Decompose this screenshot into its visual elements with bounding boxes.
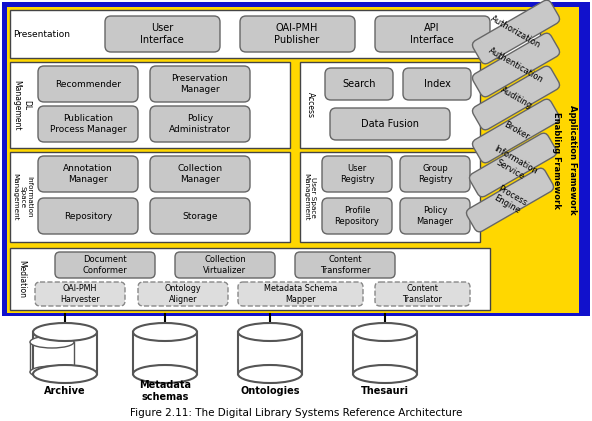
FancyBboxPatch shape bbox=[472, 33, 559, 97]
Bar bbox=[133, 332, 197, 374]
FancyBboxPatch shape bbox=[472, 99, 559, 163]
FancyBboxPatch shape bbox=[150, 156, 250, 192]
Text: Ontology
Aligner: Ontology Aligner bbox=[165, 284, 201, 304]
Bar bbox=[2, 2, 590, 316]
Bar bbox=[7, 7, 579, 313]
Text: Data Fusion: Data Fusion bbox=[361, 119, 419, 129]
Bar bbox=[300, 152, 480, 242]
Ellipse shape bbox=[353, 323, 417, 341]
Text: Repository: Repository bbox=[64, 211, 112, 221]
Text: Policy
Administrator: Policy Administrator bbox=[169, 114, 231, 134]
FancyBboxPatch shape bbox=[403, 68, 471, 100]
Bar bbox=[30, 342, 74, 372]
FancyBboxPatch shape bbox=[150, 66, 250, 102]
Bar bbox=[238, 332, 302, 374]
FancyBboxPatch shape bbox=[55, 252, 155, 278]
FancyBboxPatch shape bbox=[38, 66, 138, 102]
Ellipse shape bbox=[33, 323, 97, 341]
Text: Process
Engine: Process Engine bbox=[491, 184, 529, 216]
FancyBboxPatch shape bbox=[38, 198, 138, 234]
Text: Authentication: Authentication bbox=[487, 45, 545, 84]
Ellipse shape bbox=[353, 365, 417, 383]
Text: Profile
Repository: Profile Repository bbox=[334, 206, 379, 226]
FancyBboxPatch shape bbox=[38, 156, 138, 192]
Text: Metadata Schema
Mapper: Metadata Schema Mapper bbox=[264, 284, 337, 304]
Text: User Space
Management: User Space Management bbox=[304, 173, 317, 221]
Ellipse shape bbox=[238, 365, 302, 383]
Bar bbox=[353, 332, 417, 374]
Ellipse shape bbox=[133, 323, 197, 341]
Bar bbox=[10, 152, 290, 242]
Text: DL
Management: DL Management bbox=[12, 80, 32, 130]
Text: OAI-PMH
Harvester: OAI-PMH Harvester bbox=[60, 284, 100, 304]
FancyBboxPatch shape bbox=[38, 106, 138, 142]
Text: Annotation
Manager: Annotation Manager bbox=[63, 164, 113, 184]
Ellipse shape bbox=[238, 323, 302, 341]
FancyBboxPatch shape bbox=[322, 198, 392, 234]
Text: Thesauri: Thesauri bbox=[361, 386, 409, 396]
FancyBboxPatch shape bbox=[150, 106, 250, 142]
FancyBboxPatch shape bbox=[466, 168, 554, 232]
Text: Presentation: Presentation bbox=[13, 29, 70, 38]
FancyBboxPatch shape bbox=[35, 282, 125, 306]
Text: Collection
Virtualizer: Collection Virtualizer bbox=[204, 255, 246, 274]
FancyBboxPatch shape bbox=[400, 198, 470, 234]
FancyBboxPatch shape bbox=[322, 156, 392, 192]
Ellipse shape bbox=[33, 365, 97, 383]
Text: Information
Service: Information Service bbox=[487, 144, 539, 186]
Text: Policy
Manager: Policy Manager bbox=[417, 206, 453, 226]
FancyBboxPatch shape bbox=[330, 108, 450, 140]
Text: Preservation
Manager: Preservation Manager bbox=[172, 74, 229, 94]
Text: User
Registry: User Registry bbox=[340, 164, 374, 184]
Text: Enabling Framework: Enabling Framework bbox=[552, 112, 561, 208]
Bar bbox=[10, 10, 540, 58]
FancyBboxPatch shape bbox=[240, 16, 355, 52]
Text: Application Framework: Application Framework bbox=[568, 105, 578, 215]
Text: Broker: Broker bbox=[502, 120, 530, 142]
Bar bbox=[567, 7, 579, 313]
Text: Figure 2.11: The Digital Library Systems Reference Architecture: Figure 2.11: The Digital Library Systems… bbox=[130, 408, 462, 418]
Bar bbox=[33, 332, 97, 374]
Text: API
Interface: API Interface bbox=[410, 23, 454, 45]
Text: Document
Conformer: Document Conformer bbox=[83, 255, 127, 274]
Text: Storage: Storage bbox=[182, 211, 218, 221]
Bar bbox=[10, 62, 290, 148]
FancyBboxPatch shape bbox=[469, 133, 556, 197]
FancyBboxPatch shape bbox=[295, 252, 395, 278]
Ellipse shape bbox=[30, 336, 74, 348]
FancyBboxPatch shape bbox=[472, 0, 559, 64]
Text: Publication
Process Manager: Publication Process Manager bbox=[50, 114, 126, 134]
Text: User
Interface: User Interface bbox=[140, 23, 184, 45]
Text: Index: Index bbox=[423, 79, 451, 89]
FancyBboxPatch shape bbox=[150, 198, 250, 234]
FancyBboxPatch shape bbox=[325, 68, 393, 100]
Text: Auditing: Auditing bbox=[498, 85, 533, 111]
Ellipse shape bbox=[133, 365, 197, 383]
Text: Search: Search bbox=[342, 79, 376, 89]
Text: Content
Translator: Content Translator bbox=[403, 284, 442, 304]
FancyBboxPatch shape bbox=[375, 16, 490, 52]
Text: Ontologies: Ontologies bbox=[240, 386, 300, 396]
FancyBboxPatch shape bbox=[238, 282, 363, 306]
Text: OAI-PMH
Publisher: OAI-PMH Publisher bbox=[274, 23, 320, 45]
Text: Archive: Archive bbox=[44, 386, 86, 396]
FancyBboxPatch shape bbox=[138, 282, 228, 306]
Text: Group
Registry: Group Registry bbox=[418, 164, 452, 184]
FancyBboxPatch shape bbox=[375, 282, 470, 306]
Text: Content
Transformer: Content Transformer bbox=[320, 255, 370, 274]
Text: Information
Space
Management: Information Space Management bbox=[12, 173, 32, 221]
Text: Recommender: Recommender bbox=[55, 80, 121, 88]
Bar bbox=[10, 248, 490, 310]
FancyBboxPatch shape bbox=[175, 252, 275, 278]
Text: Metadata
schemas: Metadata schemas bbox=[139, 380, 191, 402]
Text: Access: Access bbox=[305, 92, 314, 118]
Text: Authorization: Authorization bbox=[490, 14, 543, 50]
Text: Mediation: Mediation bbox=[18, 260, 27, 298]
Ellipse shape bbox=[30, 366, 74, 378]
Bar bbox=[300, 62, 480, 148]
FancyBboxPatch shape bbox=[400, 156, 470, 192]
FancyBboxPatch shape bbox=[472, 66, 559, 130]
FancyBboxPatch shape bbox=[105, 16, 220, 52]
Text: Collection
Manager: Collection Manager bbox=[178, 164, 223, 184]
